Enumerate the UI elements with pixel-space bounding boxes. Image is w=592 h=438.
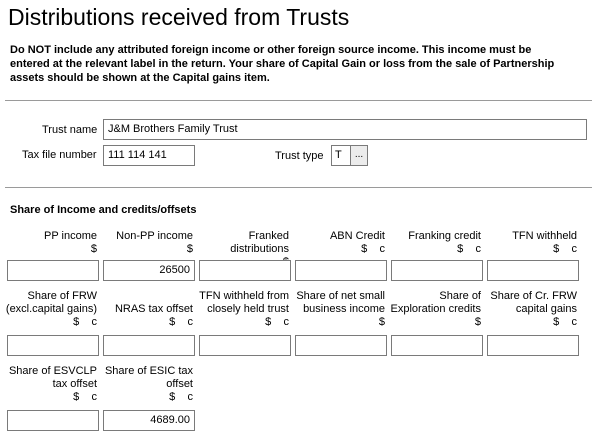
share-frw-input[interactable] <box>7 335 99 356</box>
cr-frw-capital-gains-label: Share of Cr. FRW capital gains $ c <box>490 290 577 328</box>
non-pp-income-label: Non-PP income $ <box>116 230 193 255</box>
tfn-withheld-input[interactable] <box>487 260 579 281</box>
notice-text: Do NOT include any attributed foreign in… <box>10 44 555 84</box>
franking-credit-label: Franking credit $ c <box>408 230 481 255</box>
esvclp-tax-offset-label: Share of ESVCLP tax offset $ c <box>8 365 97 403</box>
non-pp-income-input[interactable]: 26500 <box>103 260 195 281</box>
net-small-business-income-input[interactable] <box>295 335 387 356</box>
pp-income-label: PP income $ <box>44 230 97 255</box>
trust-type-input[interactable]: T <box>331 145 351 166</box>
franking-credit-input[interactable] <box>391 260 483 281</box>
cr-frw-capital-gains-input[interactable] <box>487 335 579 356</box>
divider-mid <box>5 187 592 188</box>
nras-tax-offset-input[interactable] <box>103 335 195 356</box>
abn-credit-input[interactable] <box>295 260 387 281</box>
trust-type-label: Trust type <box>275 150 324 162</box>
esvclp-tax-offset-input[interactable] <box>7 410 99 431</box>
tfn-withheld-label: TFN withheld $ c <box>512 230 577 255</box>
trust-name-input[interactable]: J&M Brothers Family Trust <box>103 119 587 140</box>
tfn-withheld-closely-held-input[interactable] <box>199 335 291 356</box>
pp-income-input[interactable] <box>7 260 99 281</box>
income-section-title: Share of Income and credits/offsets <box>10 204 197 216</box>
exploration-credits-input[interactable] <box>391 335 483 356</box>
franked-distributions-input[interactable] <box>199 260 291 281</box>
exploration-credits-label: Share of Exploration credits $ <box>390 290 482 328</box>
esic-tax-offset-label: Share of ESIC tax offset $ c <box>104 365 193 403</box>
tfn-input[interactable]: 111 114 141 <box>103 145 195 166</box>
nras-tax-offset-label: NRAS tax offset $ c <box>114 303 193 328</box>
tfn-withheld-closely-held-label: TFN withheld from closely held trust $ c <box>199 290 289 328</box>
divider-top <box>5 100 592 101</box>
trust-name-label: Trust name <box>42 124 98 136</box>
net-small-business-income-label: Share of net small business income $ <box>296 290 385 328</box>
esic-tax-offset-input[interactable]: 4689.00 <box>103 410 195 431</box>
trust-type-browse-button[interactable]: ... <box>350 145 368 166</box>
share-frw-label: Share of FRW (excl.capital gains) $ c <box>5 290 97 328</box>
abn-credit-label: ABN Credit $ c <box>329 230 385 255</box>
tfn-label: Tax file number <box>22 149 97 161</box>
page-title: Distributions received from Trusts <box>8 4 350 30</box>
